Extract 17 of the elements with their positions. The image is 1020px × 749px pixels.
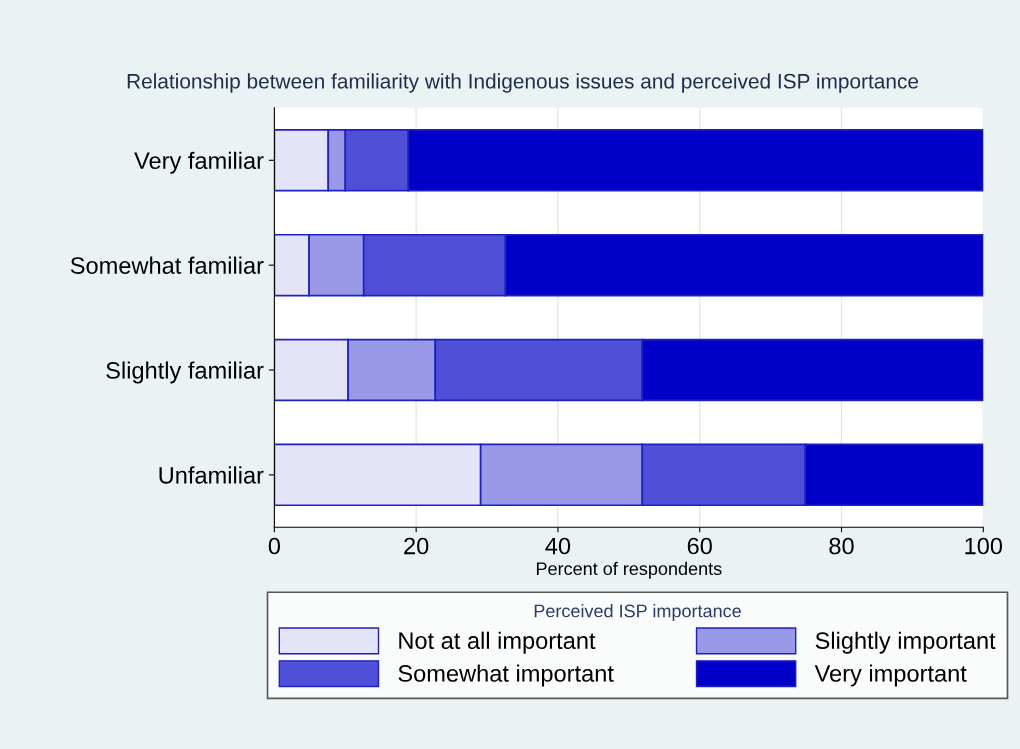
y-tick-label: Unfamiliar xyxy=(159,466,264,484)
x-tick-label: 80 xyxy=(829,537,854,555)
y-tick-label: Somewhat familiar xyxy=(70,256,264,274)
legend-label: Slightly important xyxy=(815,631,996,654)
x-axis-title: Percent of respondents xyxy=(536,561,722,579)
legend-label: Not at all important xyxy=(399,631,596,654)
legend-label: Somewhat important xyxy=(398,664,614,687)
x-tick-label: 20 xyxy=(404,537,429,555)
chart-title: Relationship between familiarity with Indigenous issues and perceived ISP importance xyxy=(127,73,919,93)
y-tick-label: Slightly familiar xyxy=(106,361,264,384)
x-tick-label: 60 xyxy=(687,537,712,555)
x-tick-label: 40 xyxy=(545,537,571,555)
legend-label: Very important xyxy=(814,664,967,687)
x-tick-label: 100 xyxy=(965,537,1003,555)
x-tick-label: 0 xyxy=(268,537,281,555)
legend-title: Perceived ISP importance xyxy=(534,604,741,621)
y-tick-label: Very familiar xyxy=(134,151,264,174)
